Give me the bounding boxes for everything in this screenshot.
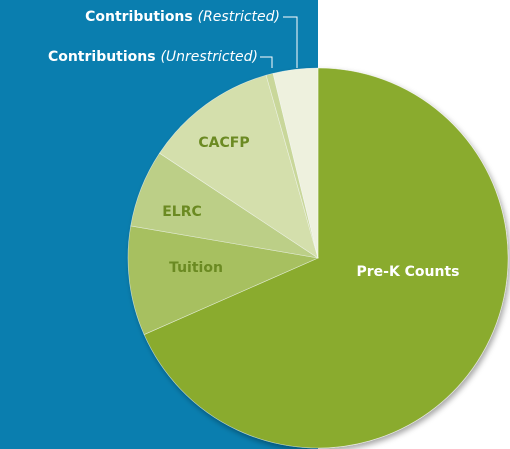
slice-label: Contributions (Unrestricted): [48, 49, 258, 65]
slice-label: CACFP: [198, 135, 249, 151]
slice-label: Pre-K Counts: [356, 264, 459, 280]
pie-slice: [272, 67, 319, 259]
pie-slice: [159, 74, 319, 259]
leader-line: [260, 56, 273, 68]
pie-slice: [127, 225, 320, 335]
pie: [127, 67, 509, 449]
pie-slice: [143, 67, 509, 449]
slice-label: Contributions (Restricted): [85, 9, 280, 25]
slice-label: ELRC: [162, 204, 202, 220]
slice-label: Tuition: [169, 260, 223, 276]
leader-line: [283, 16, 298, 68]
